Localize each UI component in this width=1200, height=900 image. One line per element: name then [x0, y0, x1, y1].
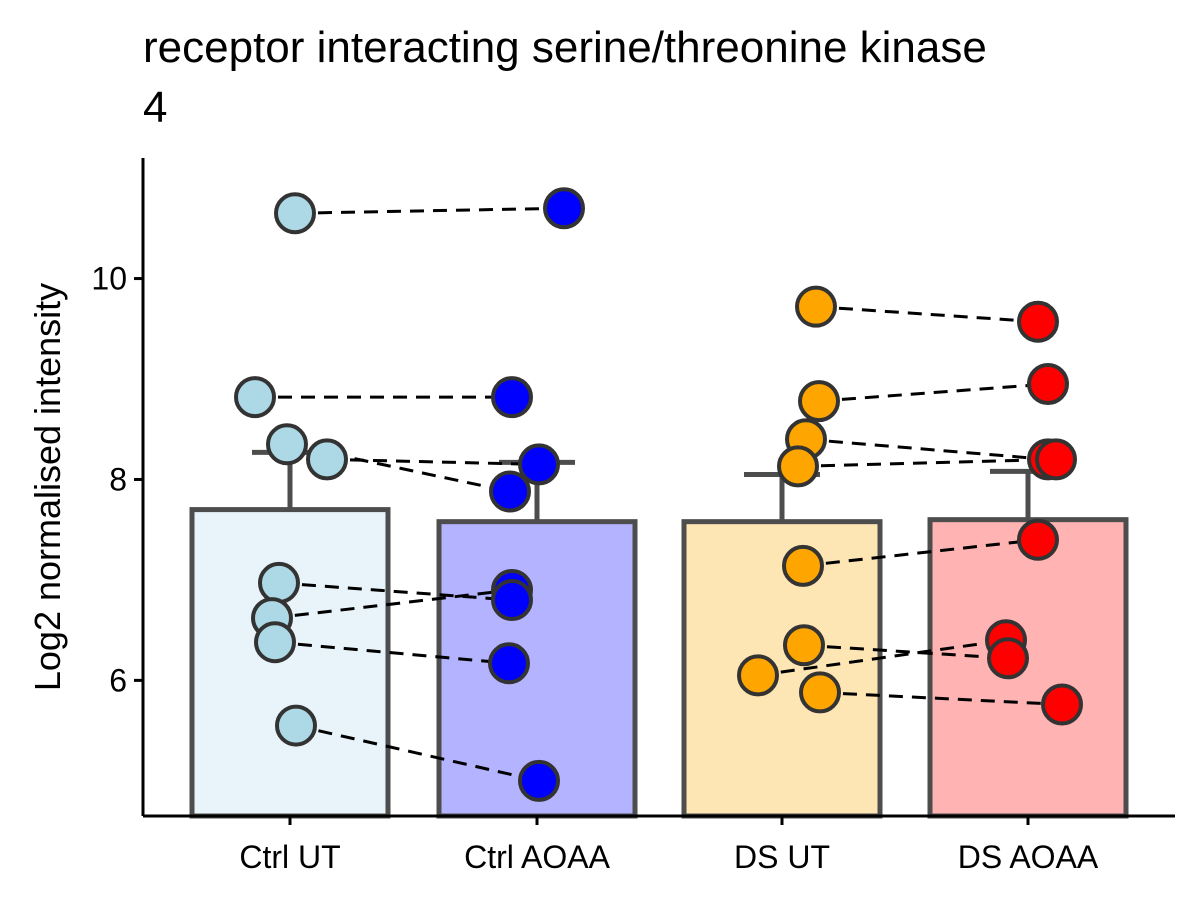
- bar-3: [681, 519, 883, 819]
- pair-line-6: [271, 588, 513, 620]
- data-point-3-7: [737, 654, 779, 697]
- pair-line-3: [286, 442, 511, 493]
- pair-line-11: [805, 437, 1049, 461]
- data-point-4-2: [1027, 363, 1069, 406]
- chart-title-line-2: 4: [143, 83, 167, 132]
- points-layer: [234, 187, 1083, 802]
- data-point-4-1: [1017, 300, 1059, 343]
- data-point-1-1: [274, 192, 316, 235]
- x-tick-label-2: Ctrl AOAA: [464, 839, 610, 875]
- y-tick-label-6: 6: [109, 662, 127, 698]
- data-point-3-8: [799, 671, 841, 714]
- x-tick-label-3: DS UT: [734, 839, 830, 875]
- x-tick-label-1: Ctrl UT: [239, 839, 340, 875]
- pair-line-4: [326, 457, 540, 466]
- pair-line-5: [278, 581, 513, 602]
- axes-layer: 6 8 10 Ctrl UT Ctrl AOAA DS UT DS AOAA: [91, 158, 1175, 875]
- data-point-1-2: [234, 376, 276, 419]
- data-point-2-6: [491, 579, 533, 622]
- chart-title-line-1: receptor interacting serine/threonine ki…: [143, 23, 987, 72]
- data-point-2-7: [488, 642, 530, 685]
- pair-line-9: [815, 305, 1039, 324]
- data-point-2-8: [518, 759, 560, 802]
- data-point-4-7: [987, 637, 1029, 680]
- data-point-1-7: [254, 621, 296, 664]
- pair-line-12: [797, 457, 1057, 468]
- pair-line-15: [757, 638, 1007, 677]
- pair-line-10: [818, 382, 1049, 403]
- pair-line-16: [819, 690, 1063, 706]
- pair-line-8: [295, 724, 540, 783]
- y-tick-label-8: 8: [109, 461, 127, 497]
- data-point-4-4: [1035, 438, 1077, 481]
- data-point-4-5: [1017, 518, 1059, 561]
- data-point-2-3: [518, 443, 560, 486]
- x-tick-label-4: DS AOAA: [958, 839, 1099, 875]
- data-point-1-3: [266, 423, 308, 466]
- data-point-3-6: [783, 624, 825, 667]
- pair-lines-layer: [255, 206, 1063, 783]
- data-point-3-2: [798, 380, 840, 423]
- data-point-2-2: [491, 376, 533, 419]
- data-point-4-8: [1041, 683, 1083, 726]
- bar-4: [927, 517, 1129, 819]
- data-point-3-1: [795, 285, 837, 328]
- data-point-1-5: [258, 561, 300, 604]
- data-point-2-1: [543, 187, 585, 230]
- data-point-3-4: [777, 445, 819, 488]
- data-point-1-8: [275, 704, 317, 747]
- data-point-3-5: [782, 544, 824, 587]
- pair-line-7: [274, 640, 510, 665]
- y-axis-label: Log2 normalised intensity: [27, 283, 68, 691]
- y-tick-label-10: 10: [91, 261, 127, 297]
- data-point-2-4: [489, 470, 531, 513]
- data-point-1-4: [306, 438, 348, 481]
- pair-line-13: [802, 538, 1039, 568]
- pair-line-1: [294, 206, 565, 215]
- pair-line-14: [803, 643, 1009, 660]
- bar-1: [189, 507, 391, 819]
